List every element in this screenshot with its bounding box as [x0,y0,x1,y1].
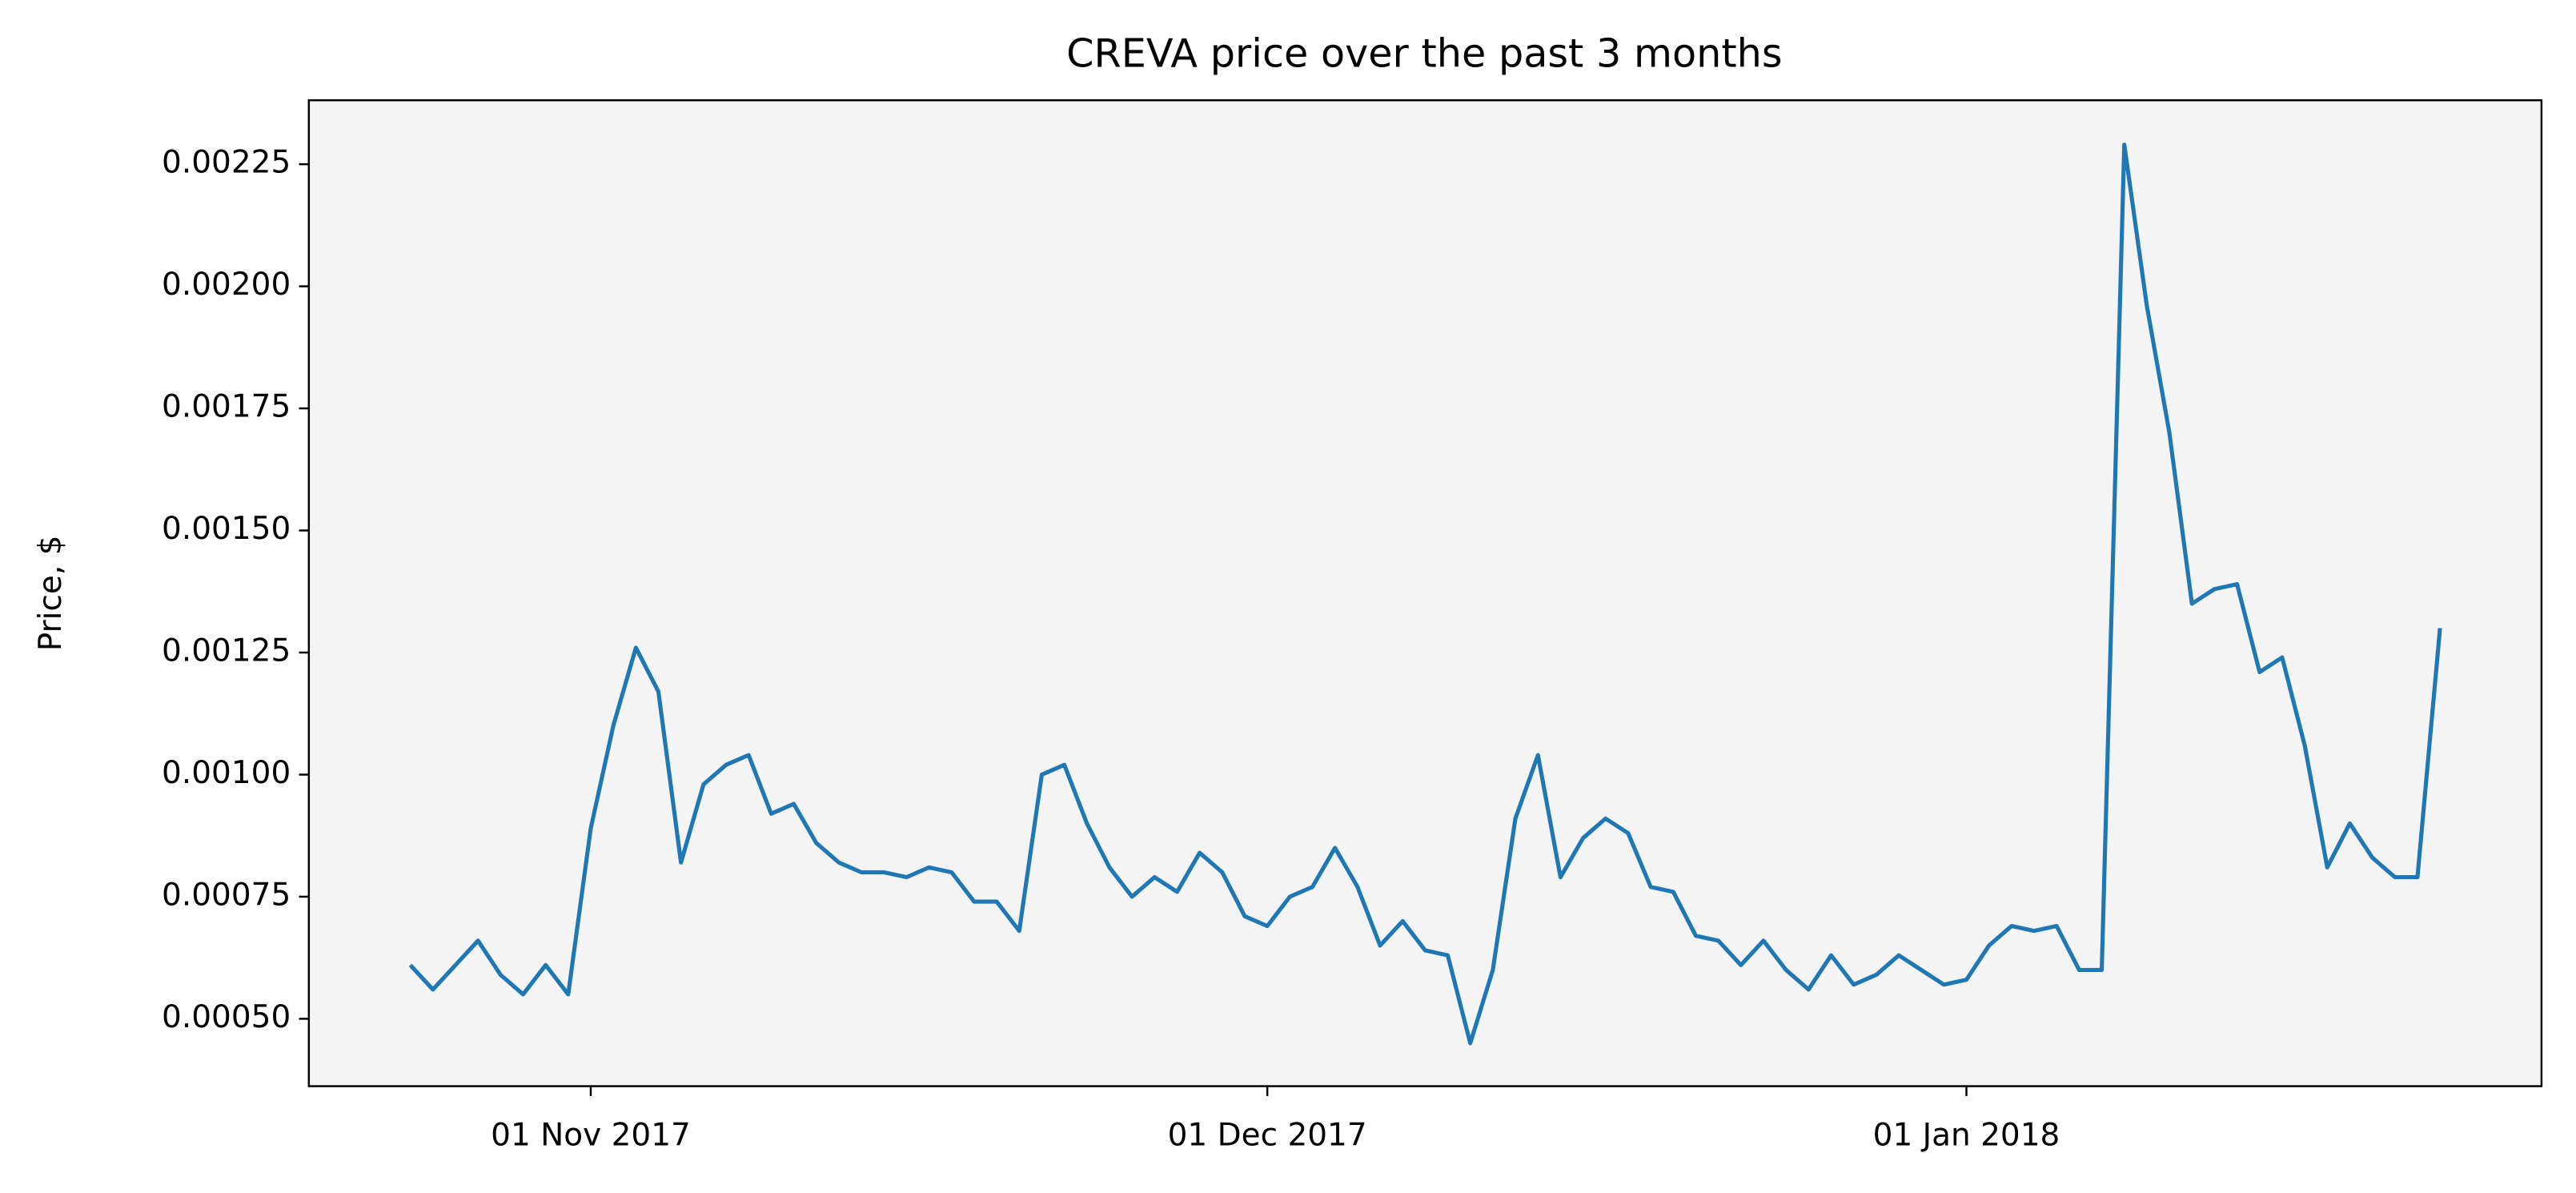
y-tick-label: 0.00100 [162,755,291,791]
plot-frame [307,98,2543,1087]
x-tick-label: 01 Nov 2017 [491,1118,691,1154]
x-tick-label: 01 Jan 2018 [1873,1118,2060,1154]
y-tick-label: 0.00175 [162,389,291,425]
y-tick-label: 0.00050 [162,999,291,1035]
y-axis-label: Price, $ [33,536,69,652]
y-tick-label: 0.00200 [162,267,291,303]
y-tick-label: 0.00150 [162,511,291,547]
x-tick-label: 01 Dec 2017 [1168,1118,1367,1154]
price-line [408,143,2442,1046]
plot-area [308,100,2542,1087]
y-tick-label: 0.00225 [162,145,291,181]
y-tick-label: 0.00125 [162,633,291,669]
y-tick-label: 0.00075 [162,877,291,913]
chart-title: CREVA price over the past 3 months [1066,30,1782,76]
